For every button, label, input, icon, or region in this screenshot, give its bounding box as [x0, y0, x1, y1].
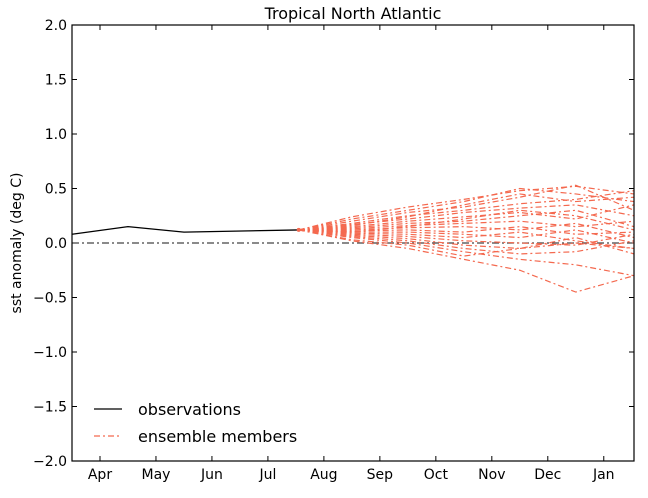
chart-title: Tropical North Atlantic [264, 4, 442, 23]
ensemble-member-9 [298, 222, 634, 239]
forecast-start-point [296, 227, 301, 232]
ensemble-member-18 [298, 229, 634, 293]
y-tick-label: −0.5 [33, 291, 67, 307]
x-tick-label: Jun [200, 467, 223, 483]
ensemble-member-17 [298, 229, 634, 257]
y-tick-label: 1.5 [45, 73, 67, 89]
x-tick-label: Dec [534, 467, 561, 483]
x-tick-label: Jul [258, 467, 276, 483]
ensemble-member-10 [298, 226, 634, 235]
y-tick-label: 2.0 [45, 18, 67, 34]
y-tick-label: −1.0 [33, 345, 67, 361]
x-tick-label: Jan [592, 467, 615, 483]
x-tick-label: May [141, 467, 170, 483]
y-tick-label: 1.0 [45, 127, 67, 143]
x-tick-label: Oct [424, 467, 449, 483]
x-tick-label: Sep [367, 467, 394, 483]
ensemble-member-2 [298, 187, 634, 231]
y-tick-label: 0.5 [45, 182, 67, 198]
legend-observations-label: observations [138, 400, 241, 419]
ensemble-member-4 [298, 190, 634, 231]
legend-ensemble-label: ensemble members [138, 427, 297, 446]
ensemble-member-16 [298, 229, 634, 277]
x-tick-label: Apr [88, 467, 112, 483]
y-tick-label: 0.0 [45, 236, 67, 252]
y-axis-label: sst anomaly (deg C) [9, 173, 25, 314]
ensemble-member-19 [298, 193, 634, 231]
ensemble-member-3 [298, 184, 634, 231]
y-tick-label: −1.5 [33, 400, 67, 416]
x-tick-label: Nov [478, 467, 505, 483]
legend: observations ensemble members [94, 400, 297, 446]
x-tick-label: Aug [310, 467, 337, 483]
observations-line [71, 225, 299, 235]
y-tick-label: −2.0 [33, 454, 67, 470]
ensemble-member-1 [298, 185, 634, 231]
plot-frame [71, 24, 635, 462]
